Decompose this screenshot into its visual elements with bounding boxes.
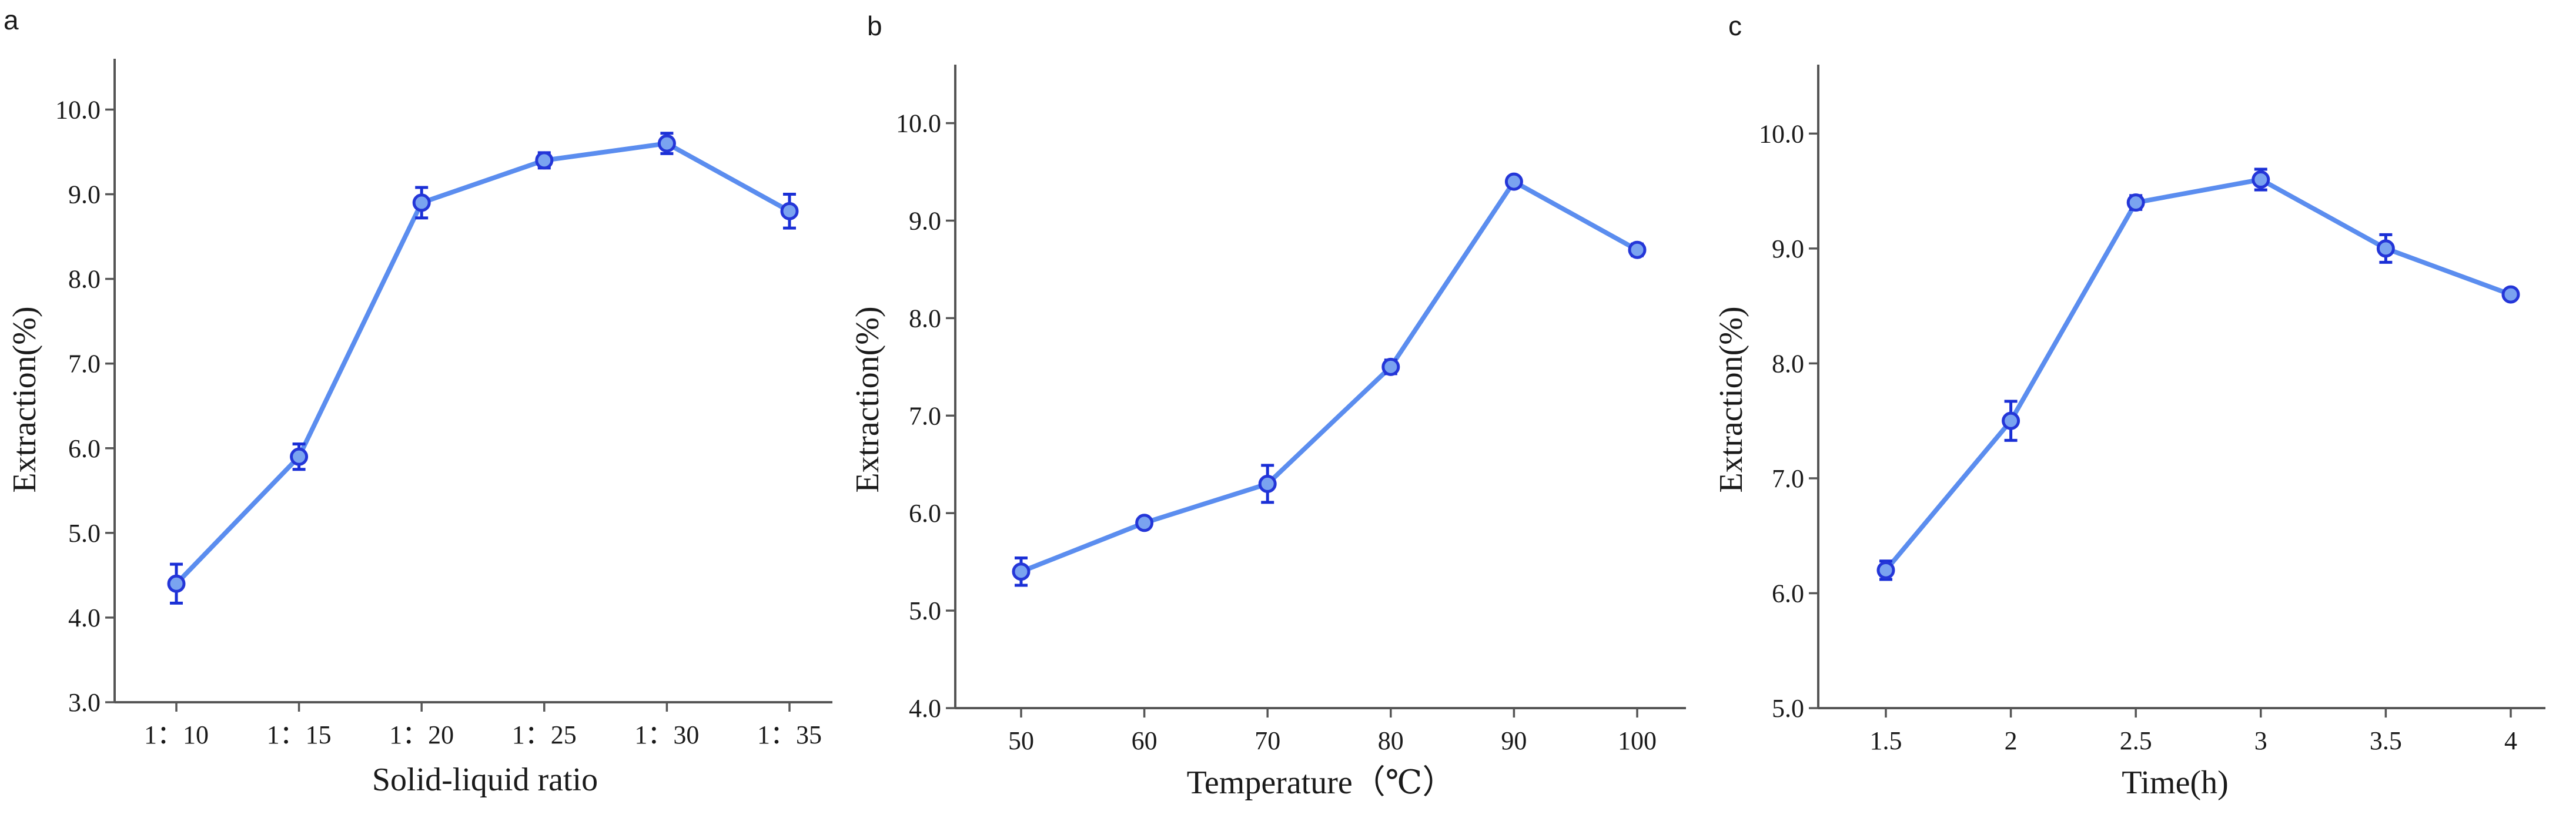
data-point <box>535 151 554 170</box>
panel-a: a 3.0 4.0 5.0 6.0 7.0 8.0 9.0 10.0 1：10 1：15 1：20… <box>4 5 832 798</box>
y-tick-label: 5.0 <box>909 596 941 625</box>
y-tick-label: 4.0 <box>68 604 101 632</box>
panel-label-a: a <box>4 5 19 35</box>
x-tick-label: 2 <box>2005 726 2018 755</box>
panel-label-c: c <box>1728 11 1742 41</box>
x-tick-label: 1：25 <box>512 720 577 749</box>
x-tick-label: 1：15 <box>267 720 332 749</box>
data-point <box>1258 474 1277 493</box>
panel-label-b: b <box>867 11 882 41</box>
data-point <box>1876 561 1895 579</box>
y-axis-label-b: Extraction(%) <box>849 306 886 492</box>
y-axis-ticks-b: 4.0 5.0 6.0 7.0 8.0 9.0 10.0 <box>896 109 955 723</box>
y-tick-label: 9.0 <box>1772 234 1804 263</box>
x-tick-label: 1：30 <box>634 720 699 749</box>
y-tick-label: 7.0 <box>1772 464 1804 493</box>
data-point <box>2252 170 2270 189</box>
y-tick-label: 3.0 <box>68 688 101 717</box>
data-point <box>2376 239 2395 258</box>
y-tick-label: 4.0 <box>909 694 941 723</box>
data-point <box>1381 357 1400 376</box>
y-tick-label: 6.0 <box>1772 579 1804 608</box>
y-tick-label: 5.0 <box>1772 694 1804 723</box>
y-tick-label: 9.0 <box>909 206 941 235</box>
x-tick-label: 80 <box>1378 726 1404 755</box>
x-tick-label: 1：20 <box>389 720 454 749</box>
x-tick-label: 1：35 <box>757 720 822 749</box>
y-tick-label: 10.0 <box>55 95 101 124</box>
data-point <box>1628 240 1647 259</box>
x-axis-label-b: Temperature（℃） <box>1187 765 1456 801</box>
data-point <box>2002 411 2020 430</box>
axes-c <box>1817 65 2545 709</box>
data-point <box>657 134 676 153</box>
x-tick-label: 3.5 <box>2370 726 2402 755</box>
y-tick-label: 7.0 <box>909 401 941 430</box>
series-c <box>1876 167 2520 581</box>
series-a <box>167 132 799 605</box>
data-point <box>2501 285 2520 304</box>
data-point <box>1504 172 1523 191</box>
x-tick-label: 60 <box>1132 726 1157 755</box>
y-tick-label: 9.0 <box>68 180 101 209</box>
y-axis-label-a: Extraction(%) <box>6 306 43 492</box>
panel-b: b 4.0 5.0 6.0 7.0 8.0 9.0 10.0 50 60 70 80 90 100 T… <box>849 11 1686 801</box>
series-line <box>1884 177 2513 573</box>
series-b <box>1012 172 1647 587</box>
panel-c: c 5.0 6.0 7.0 8.0 9.0 10.0 1.5 2 2.5 3 3.5 4 Time(… <box>1713 11 2545 801</box>
x-tick-label: 50 <box>1008 726 1034 755</box>
data-point <box>290 447 309 466</box>
x-tick-label: 70 <box>1254 726 1280 755</box>
axes-b <box>954 65 1686 709</box>
y-axis-ticks-a: 3.0 4.0 5.0 6.0 7.0 8.0 9.0 10.0 <box>55 95 115 717</box>
x-axis-label-c: Time(h) <box>2122 765 2229 801</box>
y-axis-ticks-c: 5.0 6.0 7.0 8.0 9.0 10.0 <box>1759 119 1818 723</box>
y-axis-label-c: Extraction(%) <box>1713 306 1749 492</box>
y-tick-label: 6.0 <box>909 499 941 528</box>
axes-a <box>113 59 832 703</box>
x-tick-label: 1.5 <box>1870 726 1902 755</box>
data-point <box>1012 562 1031 581</box>
x-tick-label: 90 <box>1501 726 1527 755</box>
y-tick-label: 7.0 <box>68 350 101 378</box>
y-tick-label: 8.0 <box>909 304 941 333</box>
data-point <box>412 193 431 212</box>
series-line <box>174 141 792 586</box>
x-tick-label: 4 <box>2504 726 2517 755</box>
data-point <box>780 202 799 220</box>
x-axis-ticks-b: 50 60 70 80 90 100 <box>1008 708 1657 755</box>
x-tick-label: 2.5 <box>2120 726 2152 755</box>
x-tick-label: 3 <box>2254 726 2267 755</box>
data-point <box>1135 514 1154 532</box>
x-axis-label-a: Solid-liquid ratio <box>372 762 598 798</box>
x-tick-label: 1：10 <box>144 720 209 749</box>
y-tick-label: 5.0 <box>68 519 101 548</box>
y-tick-label: 8.0 <box>1772 349 1804 378</box>
series-line <box>1019 179 1640 574</box>
x-axis-ticks-a: 1：10 1：15 1：20 1：25 1：30 1：35 <box>144 702 822 749</box>
y-tick-label: 10.0 <box>896 109 941 138</box>
x-tick-label: 100 <box>1618 726 1657 755</box>
x-axis-ticks-c: 1.5 2 2.5 3 3.5 4 <box>1870 708 2517 755</box>
y-tick-label: 10.0 <box>1759 119 1804 148</box>
data-point <box>2126 193 2145 212</box>
y-tick-label: 8.0 <box>68 265 101 294</box>
data-point <box>167 574 186 593</box>
y-tick-label: 6.0 <box>68 434 101 463</box>
